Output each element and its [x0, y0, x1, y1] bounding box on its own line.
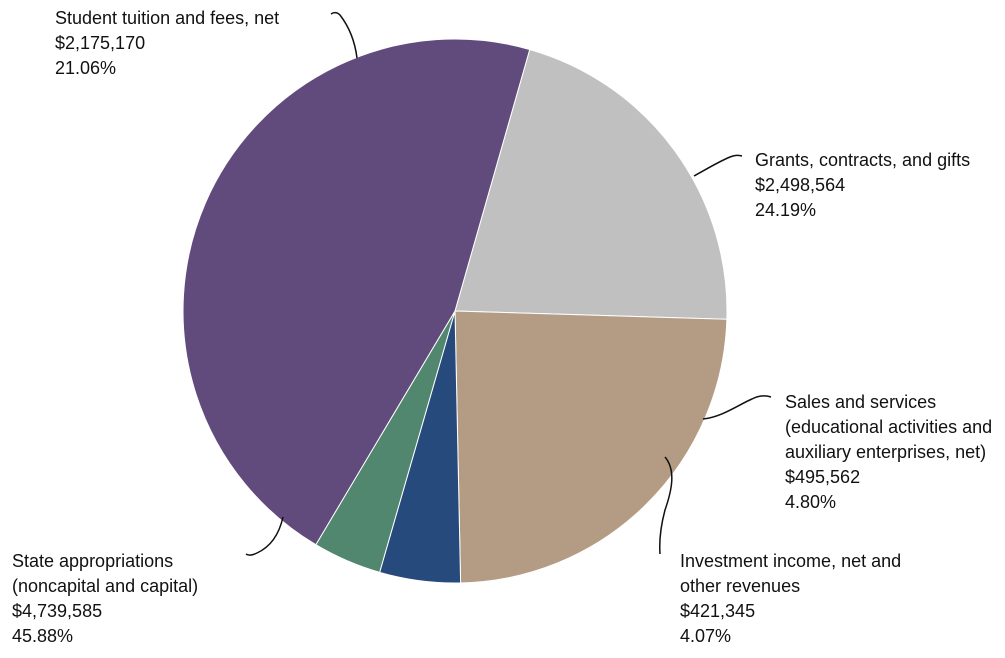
label-sales: Sales and services (educational activiti… [785, 390, 992, 515]
label-grants-name: Grants, contracts, and gifts [755, 150, 971, 170]
leader-line-grants [693, 154, 743, 177]
label-investment: Investment income, net and other revenue… [680, 549, 901, 649]
label-tuition-name: Student tuition and fees, net [55, 8, 280, 28]
label-investment-percent: 4.07% [680, 626, 732, 646]
label-state-name-1: State appropriations [12, 551, 174, 571]
pie-slice-grants [454, 310, 728, 584]
leader-line-state [245, 516, 284, 556]
label-grants: Grants, contracts, and gifts $2,498,564 … [755, 148, 970, 223]
label-sales-percent: 4.80% [785, 492, 837, 512]
label-state-name-2: (noncapital and capital) [12, 576, 199, 596]
pie-slices [182, 38, 728, 584]
label-state-amount: $4,739,585 [12, 601, 103, 621]
leader-line-investment [659, 456, 673, 555]
label-sales-amount: $495,562 [785, 467, 861, 487]
label-sales-name-2: (educational activities and [785, 417, 993, 437]
label-tuition: Student tuition and fees, net $2,175,170… [55, 6, 279, 81]
label-state-percent: 45.88% [12, 626, 74, 646]
label-state: State appropriations (noncapital and cap… [12, 549, 198, 649]
leader-lines [245, 11, 772, 556]
label-investment-name-2: other revenues [680, 576, 801, 596]
label-investment-name-1: Investment income, net and [680, 551, 902, 571]
label-grants-amount: $2,498,564 [755, 175, 846, 195]
pie-slice-state [182, 38, 531, 546]
leader-line-tuition [330, 11, 358, 59]
label-sales-name-3: auxiliary enterprises, net) [785, 442, 987, 462]
leader-line-sales [702, 395, 772, 420]
pie-slice-tuition [454, 48, 728, 320]
label-tuition-amount: $2,175,170 [55, 33, 146, 53]
label-grants-percent: 24.19% [755, 200, 817, 220]
label-tuition-percent: 21.06% [55, 58, 117, 78]
label-investment-amount: $421,345 [680, 601, 756, 621]
label-sales-name-1: Sales and services [785, 392, 937, 412]
